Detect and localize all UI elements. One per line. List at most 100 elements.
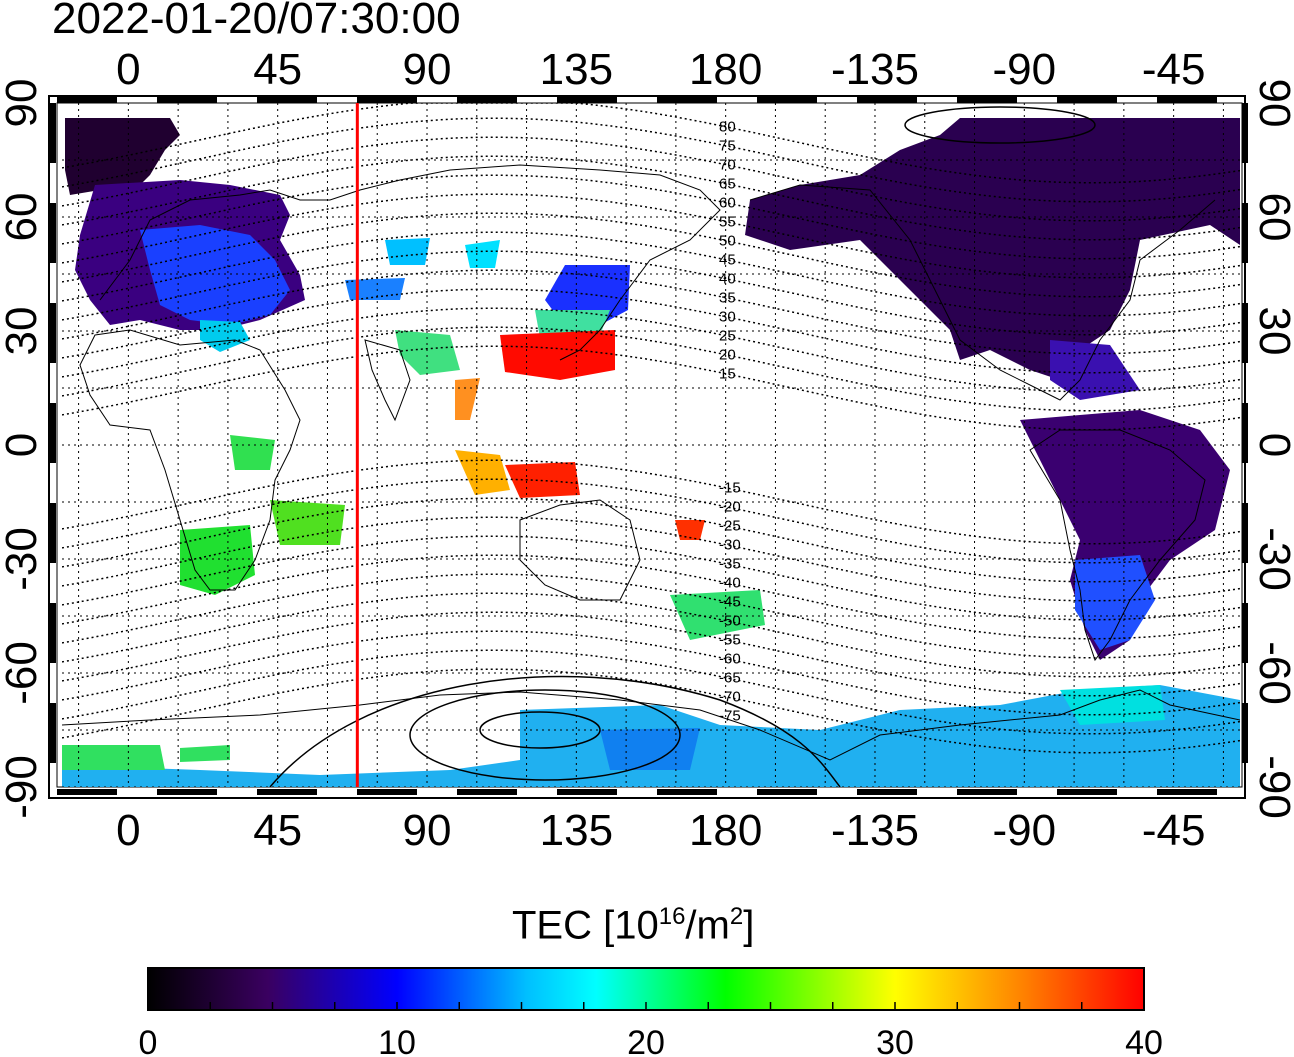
latitude-tick-left: -90: [0, 755, 46, 819]
contour-line: [62, 212, 1240, 298]
longitude-tick-top: -45: [1142, 45, 1206, 94]
longitude-tick-bottom: -90: [993, 806, 1057, 855]
latitude-tick-right: 30: [1250, 307, 1294, 356]
contour-label: -45: [719, 594, 741, 611]
longitude-tick-top: 90: [403, 45, 452, 94]
tec-patch-north-america: [745, 118, 1240, 380]
contour-line: [62, 231, 1240, 317]
contour-label: 45: [719, 252, 736, 269]
latitude-tick-right: 60: [1250, 193, 1294, 242]
contour-label: 50: [719, 233, 736, 250]
colorbar-tick-label: 20: [627, 1024, 665, 1057]
coastline-india: [364, 339, 411, 422]
contour-label: 55: [719, 214, 736, 231]
longitude-tick-bottom: 45: [253, 806, 302, 855]
contour-label: -70: [719, 689, 741, 706]
tec-patch-asia: [465, 240, 500, 268]
tec-patch-europe: [140, 225, 290, 325]
contour-label: -15: [719, 480, 741, 497]
latitude-tick-right: -90: [1250, 755, 1294, 819]
contour-label: 65: [719, 176, 736, 193]
tec-patch-asia: [345, 278, 405, 300]
timestamp-title: 2022-01-20/07:30:00: [52, 0, 461, 43]
contour-label: 30: [719, 309, 736, 326]
colorbar-tick-label: 40: [1125, 1024, 1163, 1057]
coastlines: [62, 164, 1240, 761]
contour-line: [62, 155, 1240, 241]
tec-patch-east-asia: [500, 330, 615, 380]
contour-line: [62, 554, 1240, 640]
contour-label: -75: [719, 708, 741, 725]
longitude-tick-top: 180: [689, 45, 762, 94]
longitude-tick-top: 45: [253, 45, 302, 94]
contour-label: 20: [719, 347, 736, 364]
contour-label: -35: [719, 556, 741, 573]
colorbar-tick-labels: 0 10 20 30 40: [139, 1024, 1163, 1057]
contour-line: [62, 136, 1240, 222]
tec-patch-asia: [395, 330, 460, 375]
contour-label: 25: [719, 328, 736, 345]
contour-line: [62, 459, 1240, 545]
contour-line: [62, 516, 1240, 602]
colorbar-tick-label: 0: [139, 1024, 158, 1057]
longitude-tick-top: 0: [116, 45, 140, 94]
contour-line: [62, 174, 1240, 260]
latitude-tick-right: -60: [1250, 641, 1294, 705]
contour-line: [62, 497, 1240, 583]
magnetic-north-contour: [904, 106, 1096, 144]
tec-patch-africa: [180, 525, 255, 595]
map-border-band: [50, 97, 1248, 795]
longitude-tick-bottom: -45: [1142, 806, 1206, 855]
colorbar-tick-label: 10: [378, 1024, 416, 1057]
contour-label: -30: [719, 537, 741, 554]
contour-label: 15: [719, 366, 736, 383]
latitude-tick-left: 60: [0, 193, 46, 242]
coastline-africa: [79, 329, 301, 591]
contour-label: -40: [719, 575, 741, 592]
longitude-tick-top: -90: [993, 45, 1057, 94]
tec-data-patches: [62, 118, 1240, 787]
contour-line: [62, 630, 1240, 716]
latitude-tick-right: 90: [1250, 79, 1294, 128]
tec-patch-nz: [670, 590, 765, 640]
magnetic-latitude-contours: [62, 103, 1240, 754]
contour-label: 35: [719, 290, 736, 307]
longitude-tick-bottom: 135: [540, 806, 613, 855]
tec-patch-south-america: [1020, 410, 1230, 660]
longitude-tick-bottom: 90: [403, 806, 452, 855]
tec-patch-south-america: [1075, 555, 1155, 650]
coastline-australia: [519, 499, 641, 601]
contour-line: [62, 103, 1240, 184]
latitude-tick-left: 0: [0, 433, 46, 457]
contour-line: [62, 573, 1240, 659]
contour-line: [62, 326, 1240, 412]
coastline-south-america: [1029, 429, 1206, 662]
colorbar-ticks: [147, 1002, 1145, 1010]
colorbar-title: TEC [1016/m2]: [512, 903, 755, 948]
tec-patch-antarctica: [62, 745, 165, 770]
contour-label: -65: [719, 670, 741, 687]
longitude-tick-top: 135: [540, 45, 613, 94]
tec-patch-nz: [675, 520, 705, 540]
contour-line: [62, 117, 1240, 203]
longitude-tick-bottom: -135: [831, 806, 919, 855]
graticule: [62, 103, 1240, 787]
contour-label: 70: [719, 157, 736, 174]
contour-label: 40: [719, 271, 736, 288]
contour-line: [62, 250, 1240, 336]
contour-line: [62, 478, 1240, 564]
tec-patch-africa: [270, 500, 345, 545]
contour-label: 75: [719, 138, 736, 155]
tec-patch-asia: [385, 238, 430, 265]
contour-line: [62, 345, 1240, 431]
magnetic-pole-contours: [269, 675, 841, 787]
coastline-europe: [99, 164, 721, 361]
contour-label-group: 80 75 70 65 60 55 50 45 40 35 30 25 20 15 -15 -20 -25 -30…: [719, 119, 741, 725]
tec-patch-east-asia: [455, 450, 510, 495]
longitude-tick-bottom: 180: [689, 806, 762, 855]
contour-label: 60: [719, 195, 736, 212]
latitude-tick-right: 0: [1250, 433, 1294, 457]
longitude-tick-top: -135: [831, 45, 919, 94]
coastline-north-america: [749, 184, 1216, 401]
